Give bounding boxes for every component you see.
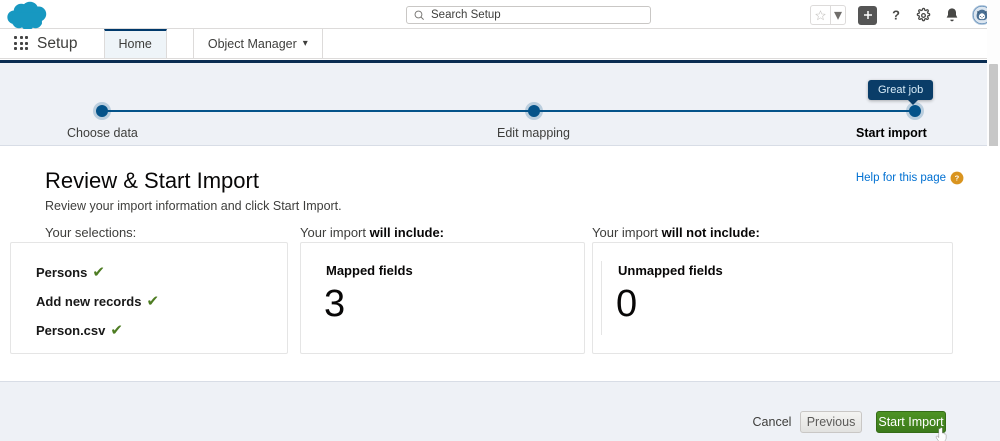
svg-text:?: ? [955,174,960,183]
svg-text:?: ? [892,8,900,22]
